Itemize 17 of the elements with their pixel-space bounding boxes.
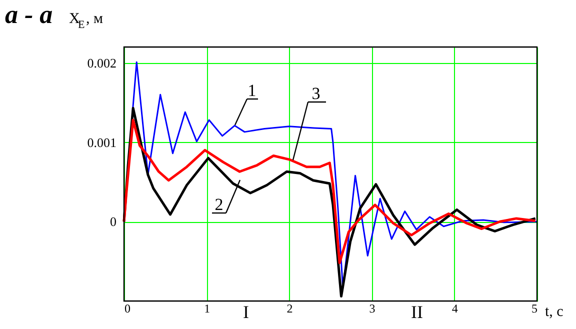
x-tick-label: 4 (452, 302, 458, 316)
text: II (411, 302, 423, 322)
x-tick-label: 2 (286, 302, 293, 316)
y-tick-label: 0.001 (87, 134, 116, 150)
x-tick-label: 1 (204, 302, 210, 316)
line-series (122, 118, 537, 264)
series-label: 1 (248, 81, 256, 100)
x-tick-label: 3 (369, 302, 376, 316)
y-tick-label: 0 (110, 214, 116, 230)
y-tick-label: 0.002 (87, 55, 116, 70)
text: 3 (312, 84, 320, 103)
x-tick-label: 0 (124, 302, 130, 316)
text: I (243, 302, 249, 322)
chart-title: a - a (5, 0, 53, 29)
x-axis-title: t, c (545, 304, 564, 320)
legend-label: 2 (214, 195, 224, 214)
x-tick-label: 5 (532, 302, 538, 316)
